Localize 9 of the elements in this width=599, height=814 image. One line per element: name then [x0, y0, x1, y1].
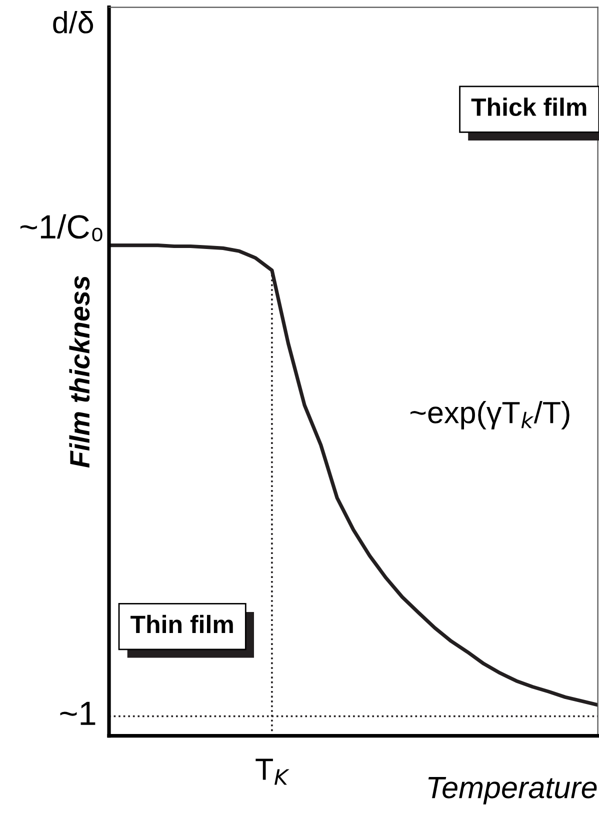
text: ~1 — [60, 702, 96, 725]
annotation: ~exp(γT$_{k}$/T) — [410, 400, 570, 430]
text: Thick film — [471, 98, 586, 116]
annotation: Thin film — [130, 614, 233, 634]
text: T$_{K}$ — [256, 758, 290, 785]
text: ~1/C₀ — [20, 214, 102, 242]
x-axis-title: Temperature — [428, 777, 597, 804]
y-axis-title: Film thickness — [69, 276, 90, 468]
text: d/δ — [53, 10, 94, 34]
